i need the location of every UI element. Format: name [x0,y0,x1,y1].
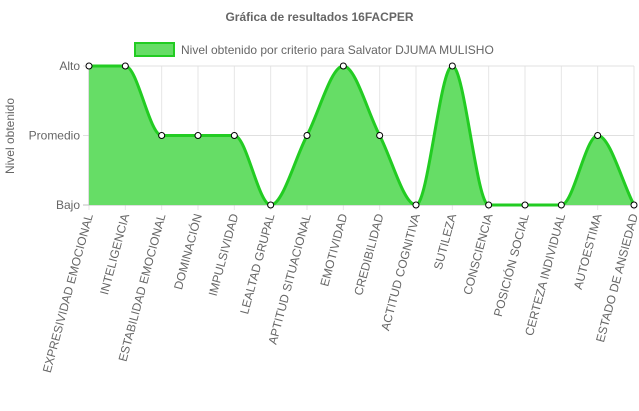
y-axis-ticks: Bajo Promedio Alto [29,59,81,212]
series-points [85,62,638,209]
x-axis-ticks: EXPRESIVIDAD EMOCIONAL INTELIGENCIAESTABI… [40,212,639,375]
data-point[interactable] [594,132,602,139]
x-tick-label: AUTOESTIMA [571,212,605,291]
legend-label: Nivel obtenido por criterio para Salvato… [181,43,494,57]
data-point[interactable] [267,201,275,209]
x-tick-label: CERTEZA INDIVIDUAL [522,212,568,337]
data-point[interactable] [521,201,529,209]
data-point[interactable] [158,132,166,139]
x-tick-label: ACTITUD COGNITIVA [378,212,423,332]
y-tick-label: Bajo [56,198,80,212]
x-tick-label: SUTILEZA [431,212,459,271]
series-line [89,64,636,207]
data-point[interactable] [303,132,311,139]
x-tick-label: DOMINACIÓN [170,212,205,291]
x-tick-label: CONSCIENCIA [460,212,495,296]
data-point[interactable] [412,201,420,209]
x-tick-label: LEALTAD GRUPAL [237,212,277,316]
series-area [89,64,636,207]
data-point[interactable] [194,132,202,139]
data-point[interactable] [376,132,384,139]
data-point[interactable] [85,62,93,70]
x-tick-label: POSICIÓN SOCIAL [490,212,532,319]
x-tick-label: EXPRESIVIDAD EMOCIONAL [40,212,96,374]
x-tick-label: CREDIBILIDAD [351,212,386,297]
chart-title: Gráfica de resultados 16FACPER [225,10,413,24]
y-axis-title: Nivel obtenido [3,98,17,174]
data-point[interactable] [448,62,456,70]
legend-swatch [134,42,175,57]
data-point[interactable] [485,201,493,209]
legend[interactable]: Nivel obtenido por criterio para Salvato… [134,42,494,57]
series-area-fill [89,66,634,205]
data-point[interactable] [121,62,129,70]
x-tick-label: INTELIGENCIA [97,212,132,296]
data-point[interactable] [557,201,565,209]
y-tick-label: Alto [59,59,80,73]
data-point[interactable] [230,132,238,139]
y-tick-label: Promedio [29,129,81,143]
data-point[interactable] [630,201,638,209]
data-point[interactable] [339,62,347,70]
x-tick-label: IMPULSIVIDAD [206,212,242,298]
x-tick-label: EMOTIVIDAD [317,212,350,288]
